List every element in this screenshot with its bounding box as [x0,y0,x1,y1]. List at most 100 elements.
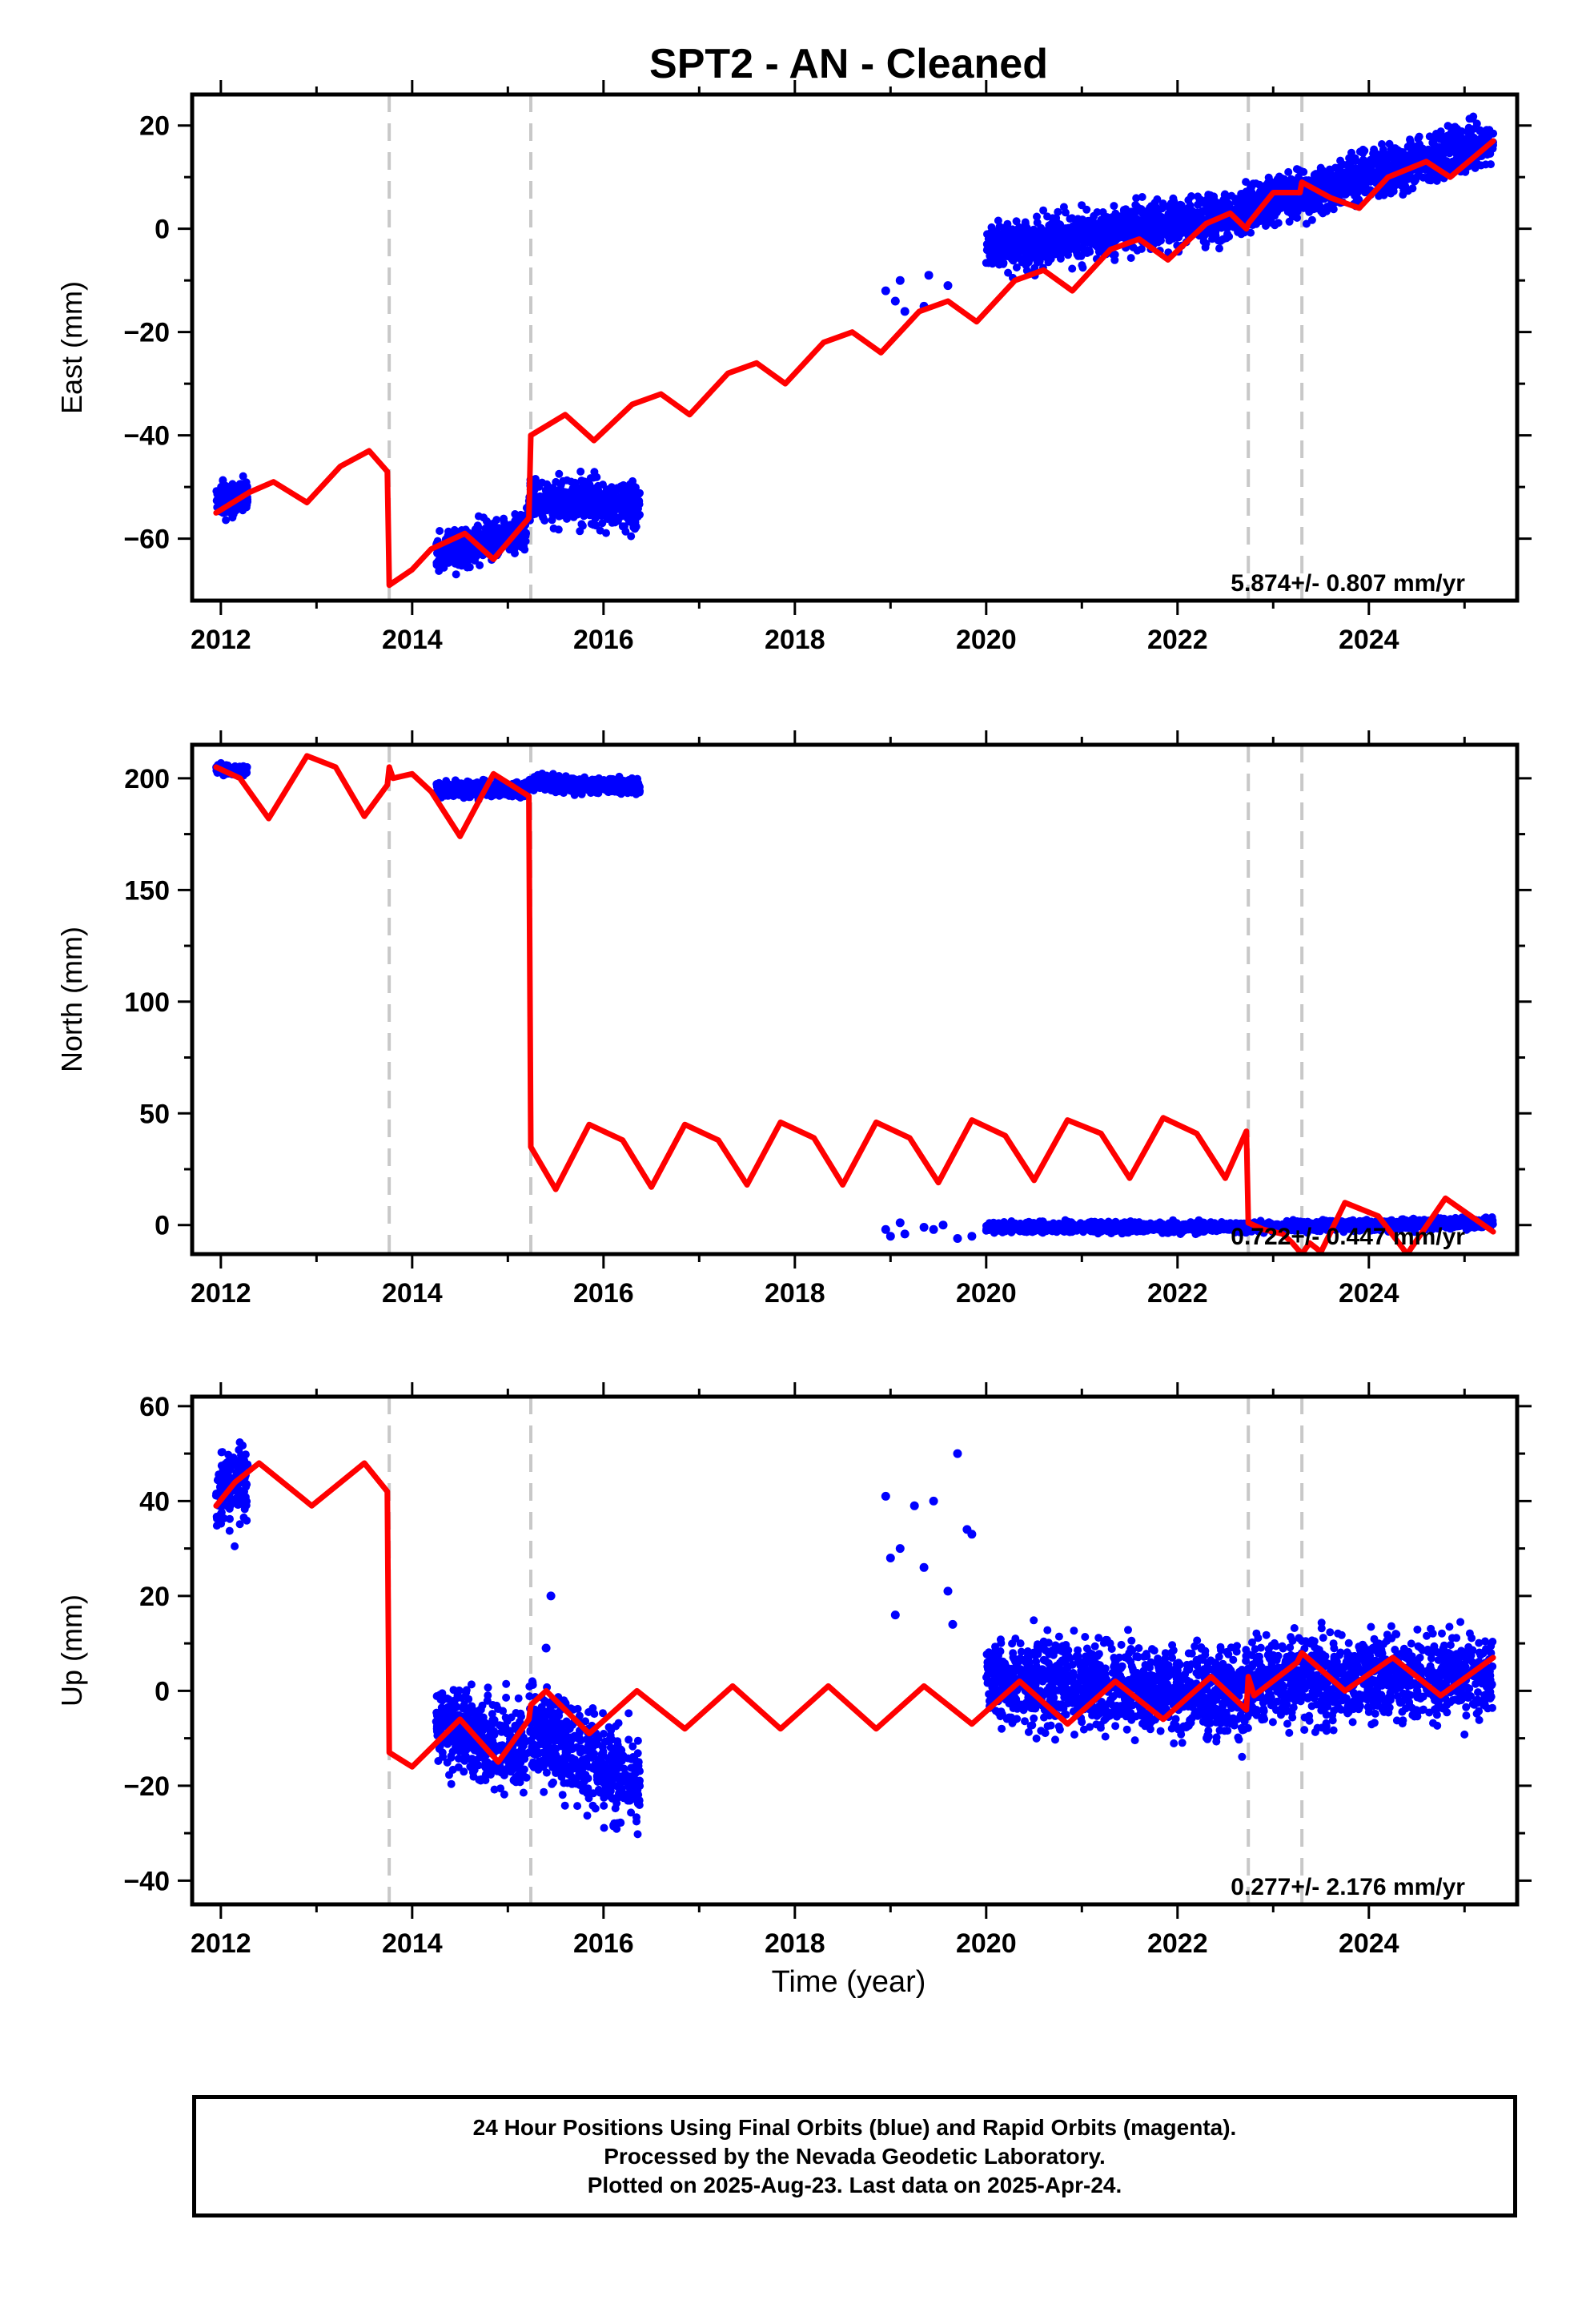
data-point [1285,179,1293,187]
data-point [1059,242,1068,251]
rate-label: 5.874+/- 0.807 mm/yr [1231,570,1465,597]
data-point [536,508,544,517]
data-point [1080,239,1089,247]
data-point [1114,227,1122,236]
data-point [1258,191,1266,200]
data-point [595,783,604,792]
data-point [440,781,449,790]
data-point [1119,206,1128,215]
data-point [632,790,640,798]
data-point [567,477,576,486]
data-point [1262,186,1271,195]
data-point [1154,238,1162,247]
data-point [900,307,909,316]
data-point [1073,223,1082,231]
data-point [1073,235,1082,243]
data-point [507,521,516,529]
data-point [1078,215,1087,224]
data-point [881,286,890,296]
data-point [1242,178,1251,187]
data-point [1231,195,1240,203]
data-point [1406,135,1414,144]
data-point [1052,214,1061,223]
data-point [1186,212,1195,221]
data-point [476,561,484,569]
x-tick-label: 2024 [1339,625,1399,655]
data-point [1402,151,1411,160]
data-point [1194,200,1203,209]
data-point [1480,131,1489,139]
data-point [1393,146,1402,155]
data-point [1207,230,1216,239]
data-point [1452,150,1461,159]
data-point [1447,128,1456,137]
data-point [1399,191,1407,199]
data-point [525,779,534,788]
data-point [560,489,568,498]
data-point [1113,219,1122,227]
data-point [619,480,628,489]
x-tick-label: 2016 [573,625,634,655]
data-point [1031,243,1040,251]
data-point [612,484,621,493]
data-point [1335,171,1343,180]
data-point [1344,185,1353,194]
data-point [1072,247,1081,256]
data-point [1035,251,1044,260]
data-point [554,525,563,534]
data-point [604,485,613,494]
data-point [986,229,994,238]
model-line [213,138,1496,589]
data-point [436,527,444,535]
data-point [586,488,595,497]
data-point [1464,149,1473,158]
data-point [497,525,506,534]
data-point [1483,151,1492,159]
data-point [1008,225,1017,234]
data-point [1215,244,1223,253]
data-point [1095,247,1104,256]
data-point [1345,154,1354,163]
data-point [610,492,619,501]
data-point [483,534,492,543]
data-point [1327,187,1335,195]
data-point [1247,228,1255,237]
data-point [1341,171,1350,180]
data-point [552,477,560,486]
data-point [445,543,454,552]
data-point [580,512,588,521]
data-point [1166,214,1175,223]
data-point [548,484,557,493]
data-point [1423,173,1431,182]
data-point [438,789,447,798]
data-point [1015,223,1024,231]
data-point [1438,132,1447,141]
data-point [1106,228,1115,237]
data-point [1187,192,1195,200]
data-point [1223,224,1231,232]
data-point [1068,214,1076,223]
data-point [228,491,237,500]
data-point [1271,221,1279,230]
data-point [594,509,603,517]
data-point [1003,219,1012,228]
data-point [1189,219,1198,228]
data-point [1022,239,1030,247]
data-point [511,549,519,557]
data-point [452,570,460,579]
data-point [1379,156,1387,165]
chart-title: SPT2 - AN - Cleaned [649,41,1048,87]
data-point [1203,207,1211,215]
data-point [992,227,1001,235]
data-point [578,784,587,793]
data-point [1323,207,1331,215]
data-point [1211,223,1219,232]
data-point [1215,199,1224,208]
data-point [1056,255,1065,263]
data-point [1033,212,1041,221]
data-point [557,777,566,786]
data-point [1194,192,1203,201]
east-panel: 2012 2014 2016 2018 2020 2022 2024−60−40−20020… [55,80,1532,655]
data-point [545,783,554,792]
data-point [615,498,624,507]
